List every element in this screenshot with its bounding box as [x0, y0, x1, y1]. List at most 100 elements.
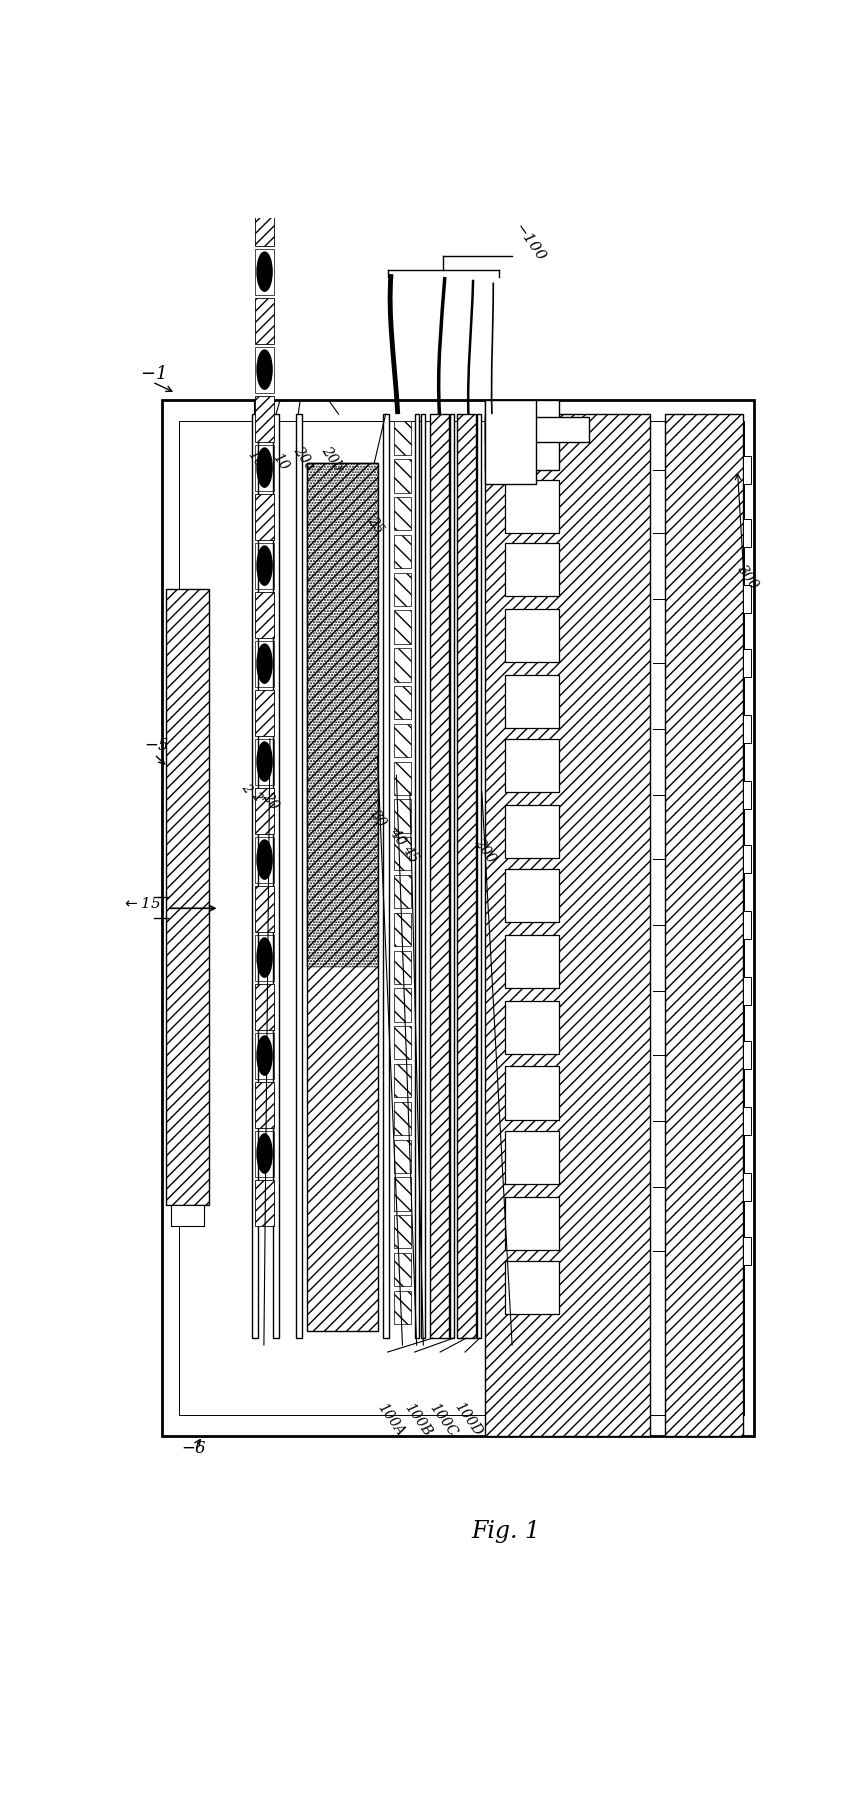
Bar [394, 1102, 411, 1134]
Bar [394, 649, 411, 682]
Bar [505, 1196, 559, 1249]
Text: 2': 2' [248, 789, 266, 807]
Bar [505, 1067, 559, 1120]
Ellipse shape [257, 840, 272, 880]
Text: 10: 10 [270, 451, 292, 473]
Bar [295, 415, 301, 1338]
Text: 40: 40 [386, 825, 408, 849]
Bar [485, 415, 650, 1436]
Bar [255, 738, 274, 785]
Bar [255, 493, 274, 540]
Ellipse shape [257, 545, 272, 585]
Text: 20a: 20a [290, 444, 317, 473]
Bar [394, 1064, 411, 1098]
Bar [485, 416, 589, 442]
Bar [485, 400, 536, 484]
Ellipse shape [257, 938, 272, 976]
Bar [252, 415, 258, 1338]
Bar [743, 1238, 751, 1265]
Text: 45: 45 [400, 842, 422, 865]
Bar [255, 200, 274, 245]
Text: 20: 20 [260, 789, 281, 813]
Text: $-$100: $-$100 [512, 218, 549, 264]
Bar [743, 1107, 751, 1134]
Bar [255, 984, 274, 1031]
Bar [255, 1082, 274, 1127]
Bar [394, 422, 411, 454]
Bar [255, 347, 274, 393]
Bar [255, 396, 274, 442]
Bar [394, 460, 411, 493]
Text: $\leftarrow$15: $\leftarrow$15 [122, 896, 161, 911]
Bar [166, 589, 209, 1205]
Text: 200: 200 [472, 834, 498, 865]
Bar [307, 464, 378, 1331]
Bar [450, 415, 454, 1338]
Bar [415, 415, 418, 1338]
Bar [255, 836, 274, 884]
Bar [505, 544, 559, 596]
Bar [743, 1042, 751, 1069]
Text: Fig. 1: Fig. 1 [471, 1520, 540, 1543]
Bar [743, 649, 751, 678]
Text: 100A: 100A [374, 1402, 407, 1440]
Bar [394, 724, 411, 756]
Bar [394, 874, 411, 909]
Bar [666, 415, 743, 1436]
Bar [255, 689, 274, 736]
Bar [505, 1262, 559, 1314]
Bar [743, 714, 751, 744]
Bar [383, 415, 389, 1338]
Bar [394, 573, 411, 605]
Bar [743, 1173, 751, 1202]
Bar [430, 415, 449, 1338]
Text: 20b: 20b [319, 444, 345, 473]
Bar [394, 685, 411, 720]
Bar [394, 496, 411, 531]
Bar [743, 845, 751, 873]
Text: $-$6: $-$6 [181, 1440, 207, 1456]
Ellipse shape [257, 351, 272, 389]
Text: $-$1: $-$1 [140, 365, 165, 384]
Bar [255, 249, 274, 295]
Bar [255, 1180, 274, 1225]
Bar [394, 1178, 411, 1211]
Text: 100D: 100D [451, 1400, 484, 1440]
Bar [255, 151, 274, 196]
Bar [394, 534, 411, 567]
Bar [505, 805, 559, 858]
Bar [505, 609, 559, 662]
Bar [255, 445, 274, 491]
Bar [162, 400, 754, 1436]
Bar [255, 1033, 274, 1080]
Ellipse shape [257, 253, 272, 291]
Bar [505, 934, 559, 989]
Bar [394, 1140, 411, 1173]
Bar [255, 298, 274, 344]
Bar [394, 762, 411, 794]
Ellipse shape [257, 1134, 272, 1173]
Text: 100C: 100C [427, 1400, 459, 1440]
Ellipse shape [257, 155, 272, 193]
Bar [743, 976, 751, 1005]
Bar [255, 591, 274, 638]
Ellipse shape [257, 447, 272, 487]
Bar [307, 464, 378, 967]
Text: 300: 300 [734, 562, 761, 593]
Ellipse shape [257, 1036, 272, 1074]
Bar [273, 415, 279, 1338]
Text: 25: 25 [365, 513, 385, 536]
Bar [457, 415, 476, 1338]
Text: 100B: 100B [401, 1402, 434, 1440]
Bar [394, 989, 411, 1022]
Text: 2: 2 [239, 782, 253, 794]
Text: $-$5: $-$5 [144, 736, 169, 754]
Bar [171, 1205, 204, 1225]
Bar [394, 1291, 411, 1324]
Bar [394, 611, 411, 644]
Bar [255, 787, 274, 834]
Bar [743, 456, 751, 484]
Text: 10': 10' [245, 447, 268, 473]
Bar [394, 913, 411, 945]
Bar [255, 885, 274, 933]
